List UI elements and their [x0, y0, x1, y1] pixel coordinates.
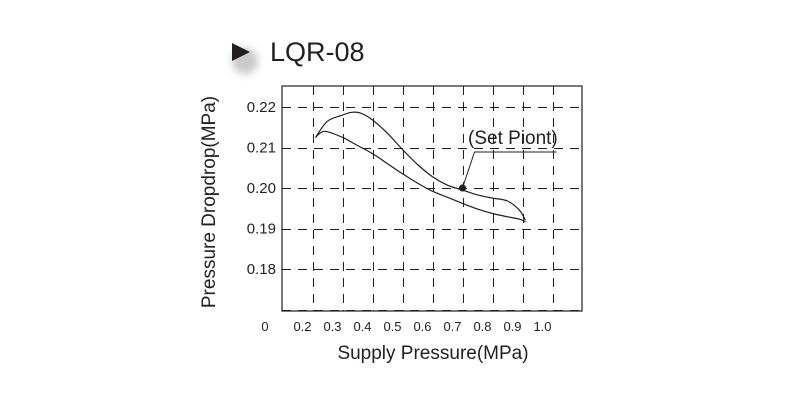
y-axis-label: Pressure Dropdrop(MPa)	[199, 96, 220, 308]
plot-frame	[281, 85, 583, 312]
x-tick-label: 0.4	[353, 319, 371, 334]
x-tick-label: 0.3	[323, 319, 341, 334]
x-tick-labels: 0 0.2 0.3 0.4 0.5 0.6 0.7 0.8 0.9 1.0	[261, 319, 551, 334]
x-tick-label: 0.6	[413, 319, 431, 334]
x-tick-label: 0.2	[293, 319, 311, 334]
y-tick-label: 0.19	[247, 221, 276, 238]
x-tick-label: 0	[261, 319, 268, 334]
set-point-leader-line	[462, 151, 557, 189]
y-tick-label: 0.21	[247, 140, 276, 157]
grid-lines	[282, 86, 582, 311]
series-line-2	[315, 130, 526, 223]
series-group	[315, 111, 527, 223]
x-tick-label: 0.7	[443, 319, 461, 334]
x-axis-label: Supply Pressure(MPa)	[337, 343, 528, 364]
x-tick-label: 0.8	[473, 319, 491, 334]
play-triangle-icon	[232, 43, 250, 61]
y-tick-labels: 0.22 0.21 0.20 0.19 0.18	[247, 99, 276, 278]
series-line-1	[315, 111, 527, 221]
y-tick-label: 0.18	[247, 261, 276, 278]
x-tick-label: 0.5	[383, 319, 401, 334]
x-tick-label: 0.9	[503, 319, 521, 334]
set-point-label: (Set Piont)	[468, 128, 558, 149]
y-tick-label: 0.20	[247, 180, 276, 197]
chart-title: LQR-08	[270, 37, 365, 67]
title-marker	[232, 43, 258, 74]
y-tick-label: 0.22	[247, 99, 276, 116]
x-tick-label: 1.0	[533, 319, 551, 334]
